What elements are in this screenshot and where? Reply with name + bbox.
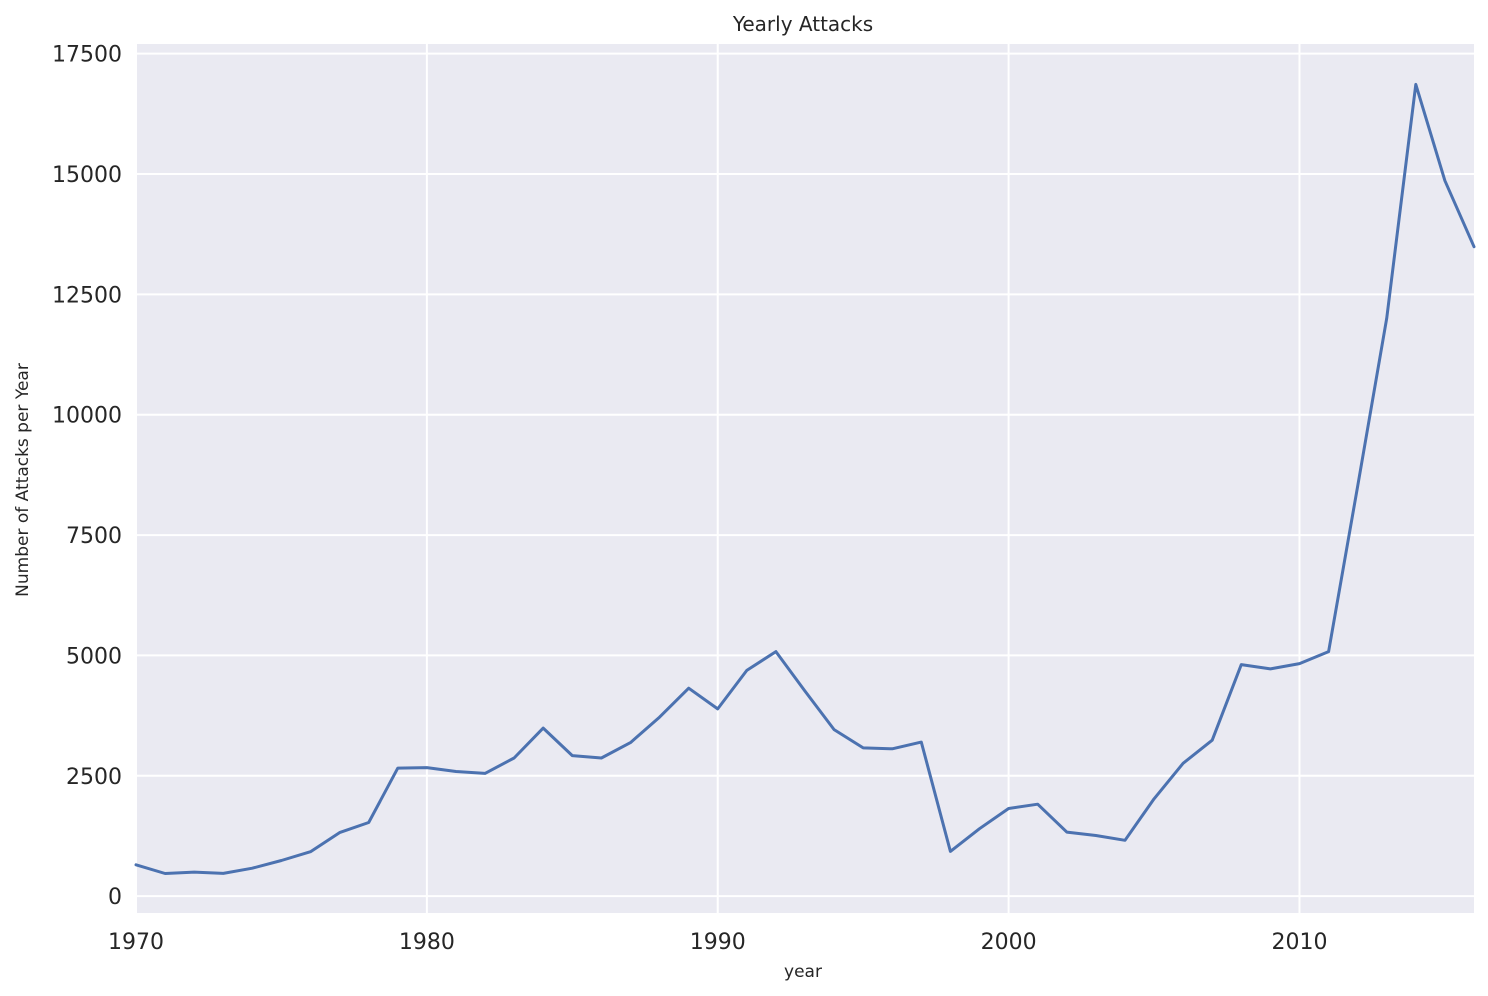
y-tick-label: 15000	[52, 163, 122, 188]
y-axis-title: Number of Attacks per Year	[13, 363, 33, 597]
x-tick-label: 2010	[1271, 930, 1327, 955]
plot-background	[136, 44, 1474, 913]
x-tick-label: 1970	[108, 930, 164, 955]
y-tick-label: 7500	[66, 524, 122, 549]
y-tick-label: 2500	[66, 765, 122, 790]
x-tick-label: 1990	[690, 930, 746, 955]
x-axis-title: year	[784, 962, 822, 982]
y-tick-label: 5000	[66, 644, 122, 669]
series-line	[134, 82, 1476, 875]
y-tick-label: 0	[108, 885, 122, 910]
y-tick-label: 12500	[52, 283, 122, 308]
x-tick-label: 2000	[981, 930, 1037, 955]
grid-lines	[135, 44, 1474, 913]
chart-title: Yearly Attacks	[732, 12, 873, 36]
x-tick-label: 1980	[399, 930, 455, 955]
series-layer	[134, 82, 1476, 875]
y-axis-ticks: 0 2500 5000 7500 10000 12500 15000 17500	[52, 43, 122, 911]
y-tick-label: 10000	[52, 404, 122, 429]
x-axis-ticks: 1970 1980 1990 2000 2010	[108, 930, 1327, 955]
y-tick-label: 17500	[52, 43, 122, 68]
